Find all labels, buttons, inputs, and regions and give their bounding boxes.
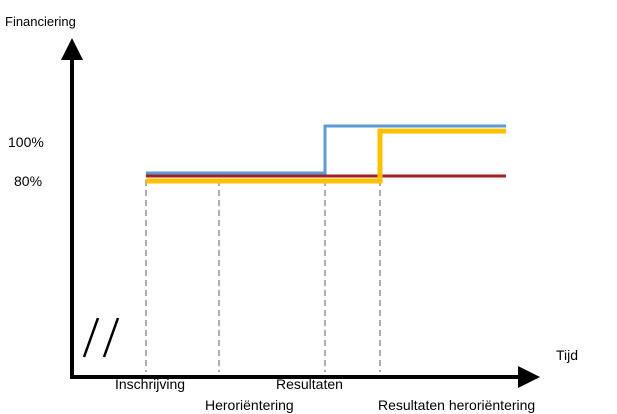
x-tick-label: Heroriëntering xyxy=(205,397,294,413)
series-line xyxy=(146,124,506,175)
guide-lines xyxy=(145,180,381,372)
x-tick-label: Resultaten heroriëntering xyxy=(378,397,535,413)
x-axis-title: Tijd xyxy=(556,347,578,363)
axes xyxy=(61,38,540,388)
axis-break xyxy=(82,317,120,358)
axis-break-mark xyxy=(102,317,120,358)
y-tick-label: 100% xyxy=(8,134,44,150)
series-line xyxy=(146,128,506,184)
x-axis-arrow xyxy=(518,366,540,388)
y-tick-label: 80% xyxy=(14,173,42,189)
x-tick-label: Resultaten xyxy=(276,376,343,392)
axis-break-mark xyxy=(82,317,100,358)
series-lines xyxy=(146,124,506,184)
y-axis-title: Financiering xyxy=(5,14,76,29)
y-axis-arrow xyxy=(61,38,83,60)
x-tick-label: Inschrijving xyxy=(115,376,185,392)
